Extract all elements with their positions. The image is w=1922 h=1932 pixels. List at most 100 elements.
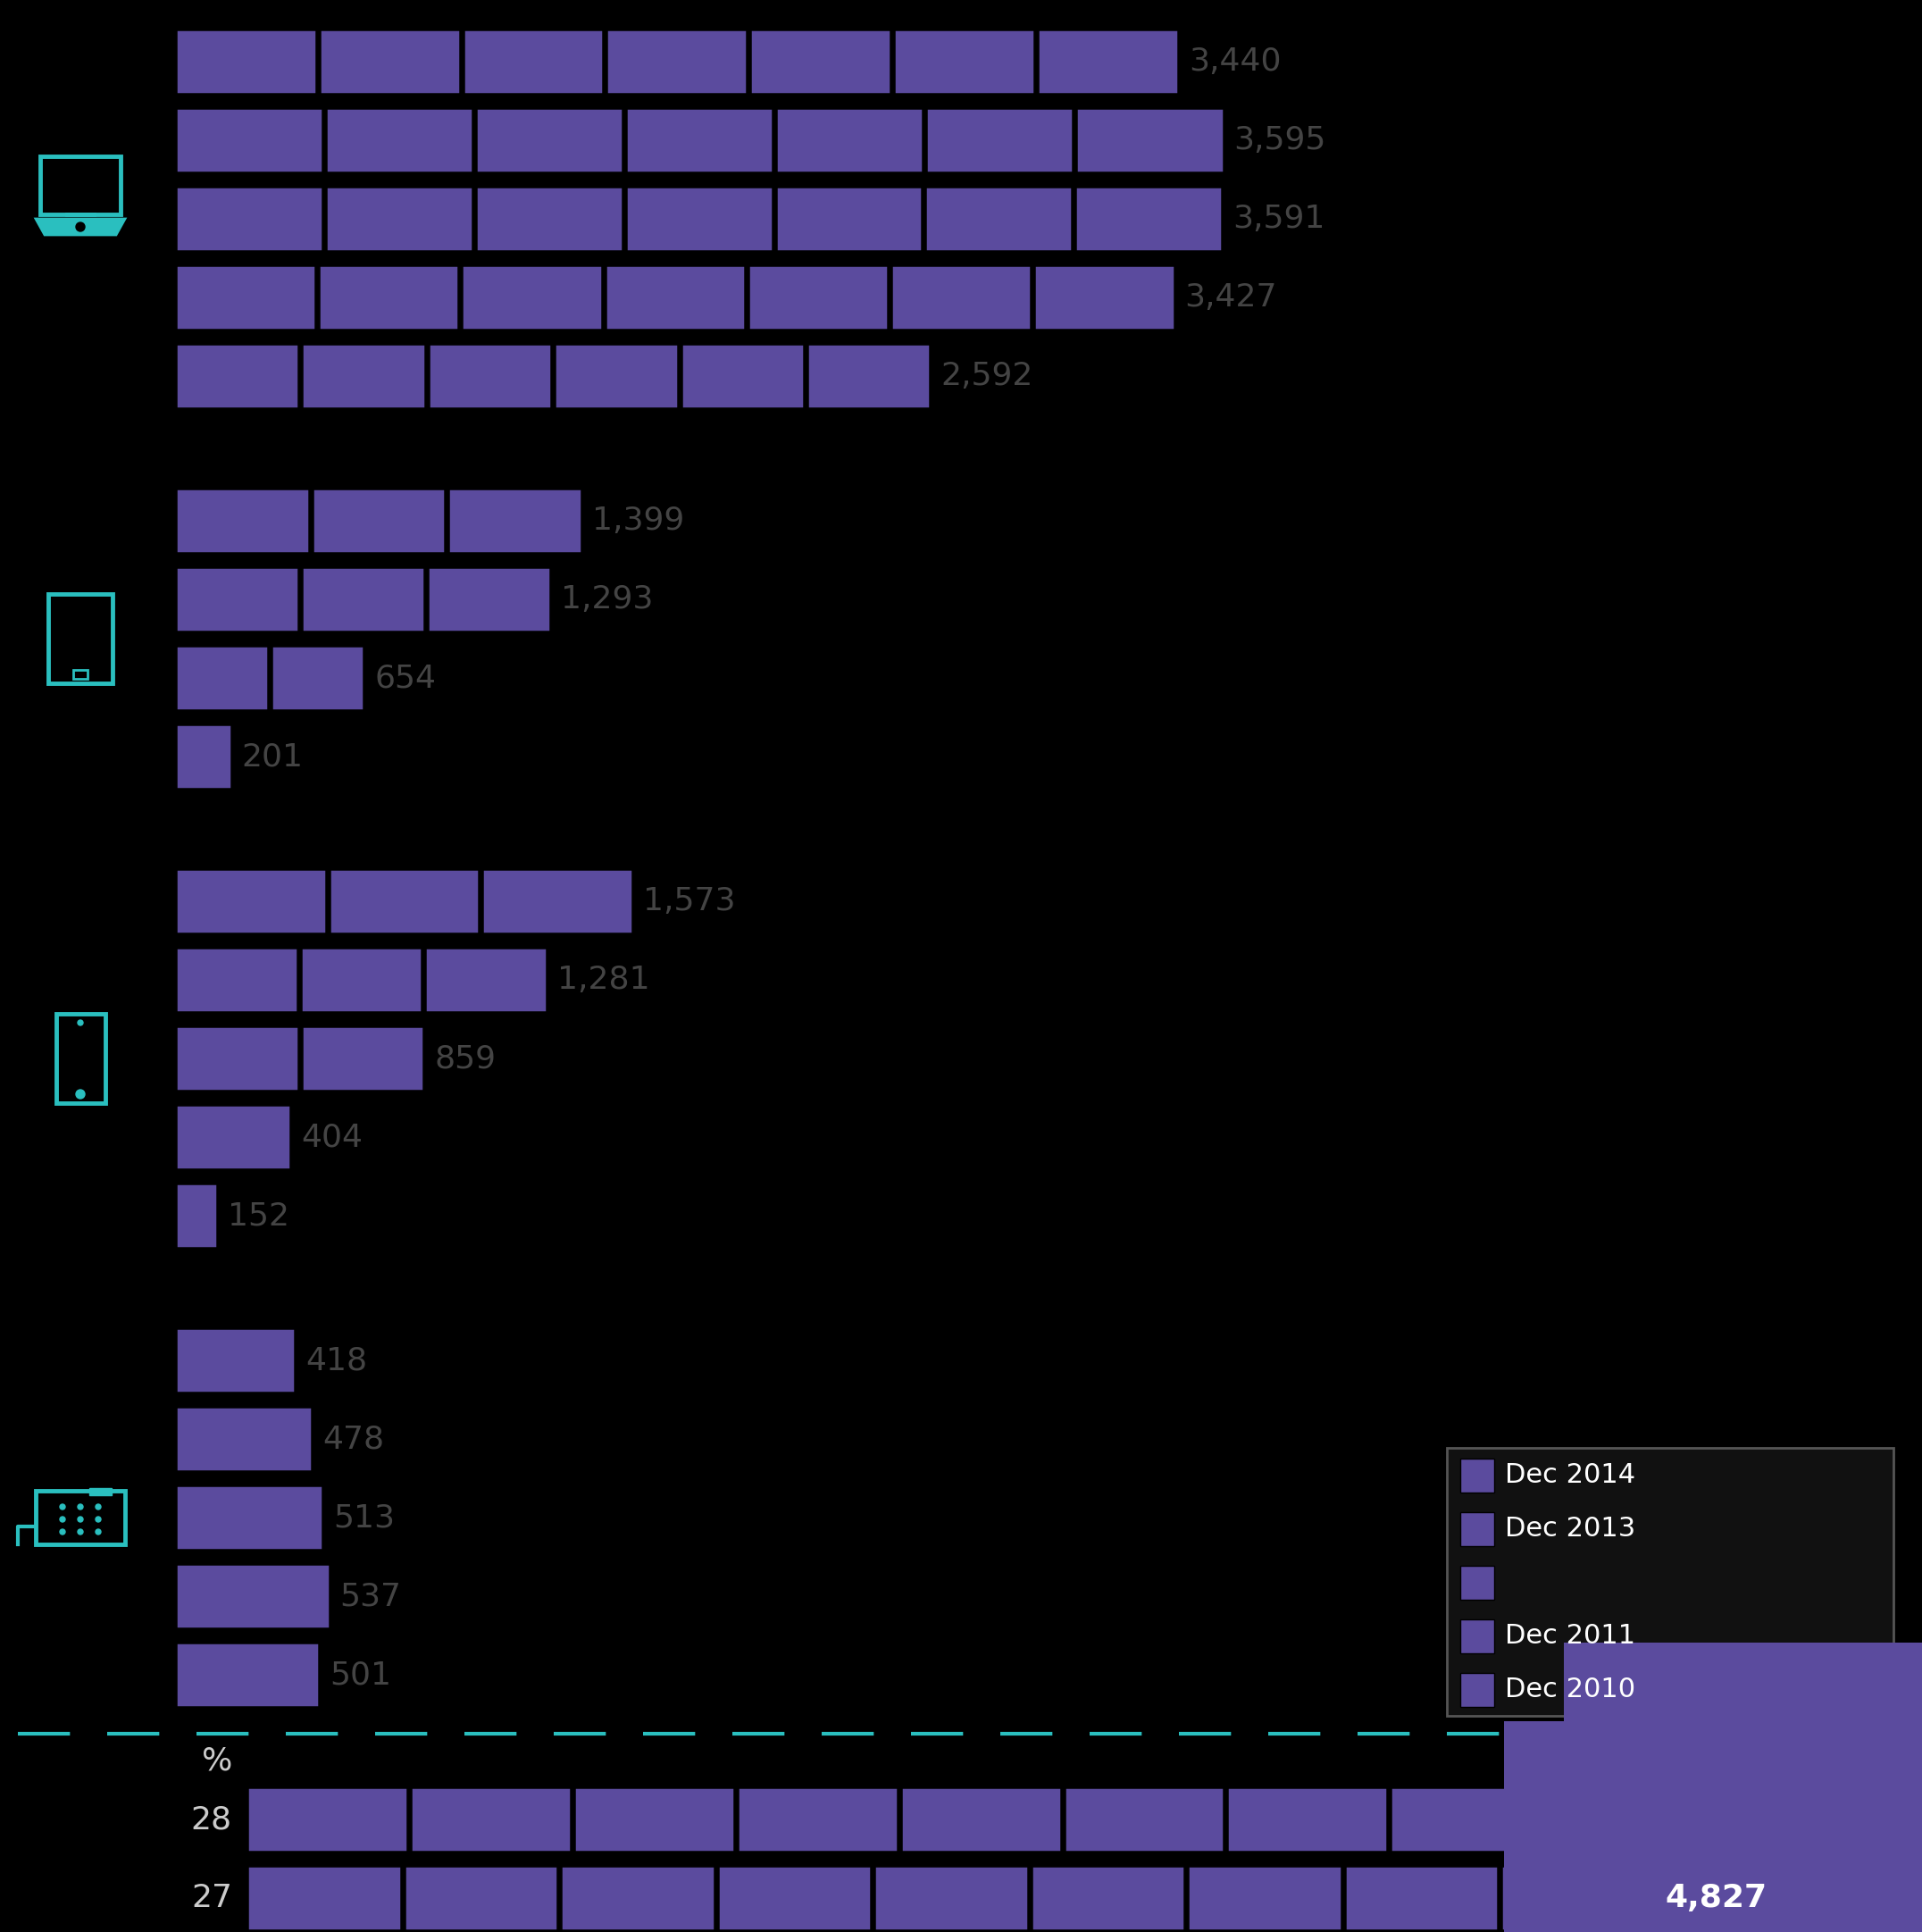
Bar — [311, 489, 446, 553]
Text: 1,281: 1,281 — [557, 964, 650, 995]
Circle shape — [77, 1020, 83, 1026]
Bar — [926, 108, 1072, 172]
Text: Dec 2010: Dec 2010 — [1505, 1677, 1636, 1702]
Circle shape — [96, 1528, 102, 1534]
Bar — [607, 29, 748, 95]
Bar — [717, 1866, 871, 1930]
Bar — [177, 1105, 290, 1169]
Circle shape — [60, 1505, 65, 1509]
Text: 28: 28 — [190, 1804, 233, 1835]
Text: Dec 2013: Dec 2013 — [1505, 1515, 1636, 1542]
Bar — [177, 1642, 319, 1706]
Bar — [177, 187, 323, 251]
Bar — [482, 869, 632, 933]
Text: 1,399: 1,399 — [592, 506, 684, 535]
Bar — [1461, 1565, 1493, 1600]
Bar — [605, 265, 744, 330]
Text: 513: 513 — [333, 1503, 394, 1532]
Bar — [1461, 1673, 1493, 1706]
Bar — [302, 568, 425, 632]
Circle shape — [60, 1517, 65, 1522]
Bar — [319, 29, 459, 95]
Text: 3,427: 3,427 — [1184, 282, 1278, 313]
Bar — [37, 1492, 125, 1544]
Bar — [1501, 1866, 1655, 1930]
Bar — [177, 1184, 217, 1248]
Text: 404: 404 — [302, 1122, 363, 1151]
Bar — [177, 724, 231, 788]
Bar — [1228, 1787, 1388, 1851]
Bar — [177, 1327, 294, 1393]
Circle shape — [77, 1505, 83, 1509]
Bar — [901, 1787, 1061, 1851]
Bar — [302, 1026, 423, 1090]
Bar — [248, 1866, 400, 1930]
Bar — [429, 344, 552, 408]
Bar — [177, 949, 298, 1012]
Bar — [1034, 265, 1174, 330]
Bar — [248, 1787, 407, 1851]
Bar — [327, 108, 473, 172]
Bar — [1032, 1866, 1184, 1930]
Bar — [575, 1787, 734, 1851]
Bar — [429, 568, 550, 632]
Text: %: % — [202, 1745, 233, 1776]
Text: 654: 654 — [375, 663, 436, 694]
Circle shape — [77, 1517, 83, 1522]
Circle shape — [77, 1528, 83, 1534]
Bar — [1461, 1619, 1493, 1654]
Circle shape — [75, 222, 85, 232]
Bar — [627, 187, 773, 251]
Bar — [561, 1866, 715, 1930]
Bar — [177, 29, 315, 95]
Text: 1,573: 1,573 — [642, 887, 736, 916]
Bar — [327, 187, 473, 251]
Bar — [48, 593, 113, 684]
Bar — [807, 344, 930, 408]
Text: 478: 478 — [323, 1424, 384, 1455]
Bar — [329, 869, 479, 933]
Bar — [477, 108, 623, 172]
Bar — [1065, 1787, 1224, 1851]
Bar — [875, 1866, 1028, 1930]
Text: Dec 2011: Dec 2011 — [1505, 1623, 1636, 1648]
Bar — [411, 1787, 571, 1851]
Bar — [271, 645, 363, 711]
Text: 418: 418 — [306, 1345, 367, 1376]
Circle shape — [96, 1505, 102, 1509]
Bar — [73, 670, 88, 678]
Bar — [177, 645, 267, 711]
Bar — [177, 265, 315, 330]
Text: 5,030: 5,030 — [1724, 1804, 1826, 1835]
Text: 859: 859 — [434, 1043, 496, 1074]
Bar — [425, 949, 546, 1012]
Bar — [627, 108, 773, 172]
Bar — [748, 265, 888, 330]
Bar — [319, 265, 459, 330]
Bar — [300, 949, 423, 1012]
Bar — [177, 1486, 323, 1549]
Circle shape — [60, 1528, 65, 1534]
Bar — [177, 489, 309, 553]
Bar — [177, 568, 298, 632]
Text: Dec 2014: Dec 2014 — [1505, 1463, 1636, 1488]
Bar — [404, 1866, 557, 1930]
Bar — [776, 187, 923, 251]
Bar — [177, 1026, 298, 1090]
Bar — [1555, 1787, 1714, 1851]
Text: 201: 201 — [242, 742, 304, 771]
Bar — [892, 265, 1030, 330]
Bar — [56, 1014, 106, 1103]
Text: 3,440: 3,440 — [1188, 46, 1282, 77]
Text: 152: 152 — [227, 1200, 288, 1231]
Bar — [177, 108, 323, 172]
Bar — [1076, 108, 1222, 172]
Bar — [1076, 187, 1222, 251]
Bar — [1461, 1459, 1493, 1493]
Bar — [1392, 1787, 1551, 1851]
Bar — [926, 187, 1072, 251]
Bar — [461, 265, 602, 330]
Bar — [776, 108, 923, 172]
Bar — [463, 29, 604, 95]
Text: 4,827: 4,827 — [1666, 1884, 1768, 1913]
